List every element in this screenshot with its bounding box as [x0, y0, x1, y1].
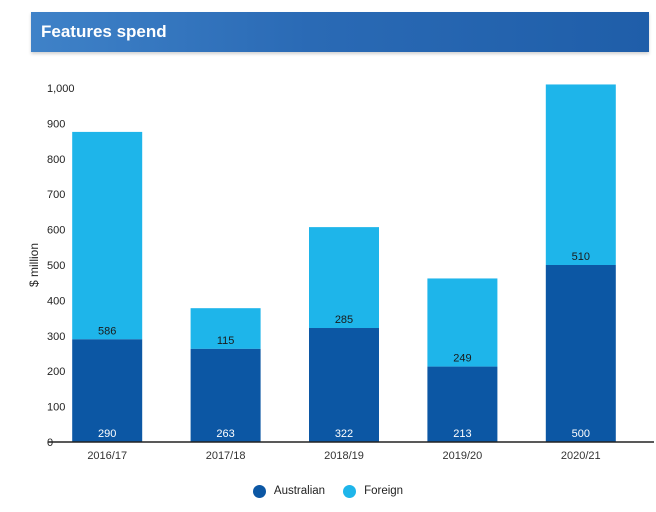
- x-tick-label: 2019/20: [443, 450, 483, 462]
- y-tick-label: 800: [47, 154, 65, 166]
- x-tick-label: 2020/21: [561, 450, 601, 462]
- legend-label-australian: Australian: [273, 485, 326, 497]
- bar-foreign: [190, 308, 261, 349]
- chart-legend: Australian Foreign: [0, 480, 656, 502]
- legend-swatch-australian: [252, 484, 266, 498]
- chart-title-bar: Features spend: [31, 12, 649, 52]
- bar-australian: [427, 366, 498, 442]
- bar-australian: [72, 339, 143, 442]
- legend-swatch-foreign: [343, 484, 357, 498]
- x-tick-label: 2016/17: [87, 450, 127, 462]
- y-axis-label: $ million: [27, 243, 41, 287]
- bar-australian: [190, 348, 261, 442]
- data-label-foreign: 249: [453, 353, 471, 365]
- y-tick-label: 600: [47, 225, 65, 237]
- data-label-foreign: 586: [98, 325, 116, 337]
- data-label-foreign: 285: [335, 314, 353, 326]
- data-label-australian: 263: [216, 428, 234, 440]
- y-tick-label: 500: [47, 260, 65, 272]
- bar-foreign: [427, 278, 498, 367]
- legend-item-foreign: Foreign: [343, 484, 404, 498]
- legend-label-foreign: Foreign: [364, 485, 404, 497]
- data-label-australian: 290: [98, 428, 116, 440]
- bar-australian: [545, 265, 616, 442]
- bar-foreign: [545, 84, 616, 266]
- data-label-foreign: 115: [217, 335, 235, 347]
- y-tick-label: 0: [47, 437, 53, 449]
- x-tick-label: 2017/18: [206, 450, 246, 462]
- bar-australian: [309, 328, 379, 442]
- data-label-australian: 322: [335, 428, 353, 440]
- y-tick-label: 1,000: [47, 83, 75, 95]
- chart-title: Features spend: [41, 22, 167, 41]
- legend-item-australian: Australian: [252, 484, 326, 498]
- y-tick-label: 300: [47, 331, 65, 343]
- y-tick-label: 200: [47, 366, 65, 378]
- y-tick-label: 100: [47, 402, 65, 414]
- bar-foreign: [72, 131, 143, 340]
- data-label-australian: 500: [572, 428, 590, 440]
- x-tick-label: 2018/19: [324, 450, 364, 462]
- y-tick-label: 400: [47, 295, 65, 307]
- bar-foreign: [309, 227, 379, 329]
- data-label-australian: 213: [453, 428, 471, 440]
- data-label-foreign: 510: [572, 251, 590, 263]
- y-tick-label: 700: [47, 189, 65, 201]
- stacked-bar-chart: 0 100 200 300 400 500 600 700 800 900 1,000 $ milli…: [27, 83, 654, 462]
- y-tick-label: 900: [47, 118, 65, 130]
